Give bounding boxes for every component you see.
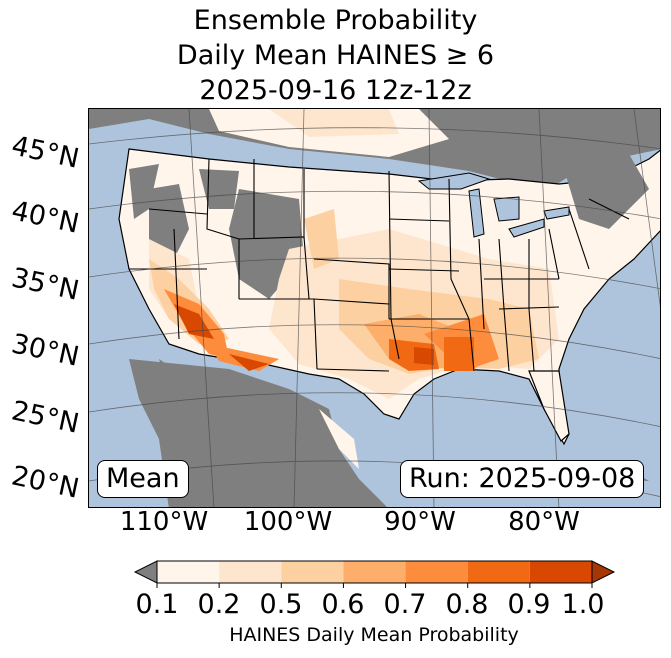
lon-label-90: 90°W: [384, 507, 456, 537]
cbar-tick-label: 0.5: [259, 589, 303, 620]
title-line-3: 2025-09-16 12z-12z: [199, 75, 472, 106]
prob-0-5-area: [304, 209, 339, 269]
cbar-over-arrow: [591, 560, 616, 584]
run-label: Run: 2025-09-08: [400, 460, 645, 498]
mean-label: Mean: [97, 460, 189, 498]
title-line-2: Daily Mean HAINES ≥ 6: [176, 40, 495, 71]
cbar-segment: [219, 561, 282, 583]
cbar-segment: [405, 561, 468, 583]
lon-label-110: 110°W: [119, 507, 209, 537]
title-line-1: Ensemble Probability: [193, 5, 478, 36]
prob-0-8-area: [444, 337, 474, 371]
lon-label-100: 100°W: [243, 507, 333, 537]
cbar-tick-label: 0.6: [321, 589, 365, 620]
cbar-tick-label: 1.0: [561, 589, 605, 620]
cbar-tick-label: 0.1: [135, 589, 179, 620]
map-canvas: [89, 109, 660, 507]
nodata-patch: [199, 169, 239, 209]
lake-huron: [493, 196, 520, 222]
cbar-segment: [529, 561, 592, 583]
cbar-segment: [157, 561, 220, 583]
lake-erie: [508, 218, 545, 238]
cbar-border: [156, 560, 593, 584]
lake-ontario: [543, 206, 570, 220]
cbar-tick-label: 0.9: [507, 589, 551, 620]
mexico-probability-area: [319, 409, 359, 469]
cbar-under-arrow: [133, 560, 158, 584]
lake-michigan: [468, 188, 485, 238]
state-borders: [129, 158, 630, 372]
cbar-tick-label: 0.8: [445, 589, 489, 620]
cbar-segment: [343, 561, 406, 583]
map-panel: [88, 108, 661, 508]
lon-label-80: 80°W: [508, 507, 580, 537]
baja-region: [159, 359, 204, 449]
lake-superior: [417, 172, 491, 190]
graticule: [89, 109, 660, 507]
mexico-region: [129, 359, 387, 507]
cbar-tick-label: 0.7: [383, 589, 427, 620]
florida: [528, 370, 570, 442]
cbar-segment: [467, 561, 530, 583]
colorbar-title: HAINES Daily Mean Probability: [229, 624, 519, 646]
canada-probability-area-2: [269, 109, 399, 137]
prob-0-9-area: [414, 347, 434, 365]
prob-0-9-area: [229, 354, 269, 371]
cbar-tick-label: 0.2: [197, 589, 241, 620]
cbar-segment: [281, 561, 344, 583]
nodata-patch: [129, 164, 159, 219]
nodata-patch: [564, 154, 649, 229]
